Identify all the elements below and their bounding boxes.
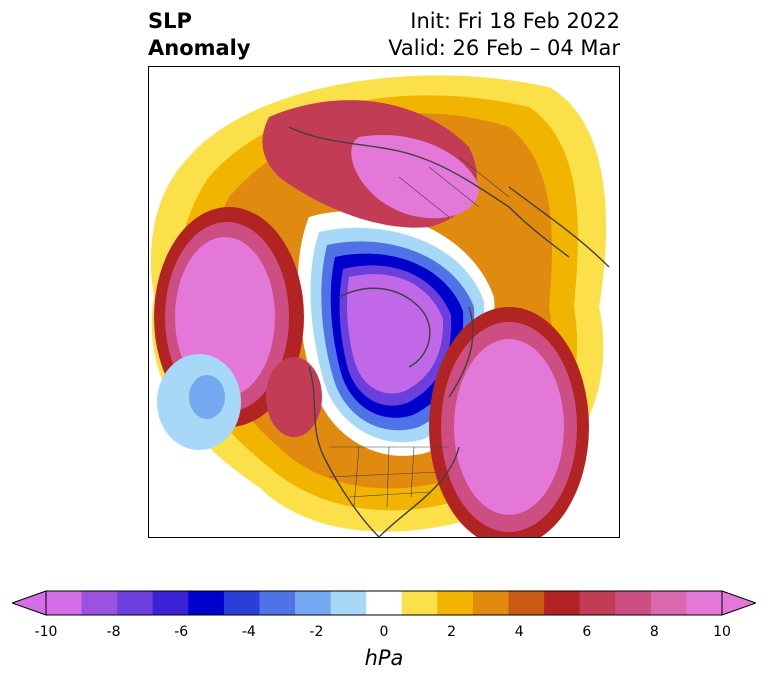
colorbar-segment [615, 591, 652, 615]
colorbar-tick-label: 10 [713, 624, 731, 640]
init-date: Init: Fri 18 Feb 2022 [410, 9, 620, 33]
colorbar-segment [472, 591, 510, 615]
colorbar-segment [579, 591, 616, 615]
title-line-2: Anomaly [148, 36, 251, 60]
colorbar-segment [223, 591, 260, 615]
colorbar-segment [686, 591, 723, 615]
colorbar-unit-label: hPa [364, 646, 404, 670]
colorbar-segment [259, 591, 296, 615]
anomaly-map[interactable] [148, 66, 620, 538]
colorbar-segment [81, 591, 118, 615]
colorbar-segment [544, 591, 581, 615]
colorbar-segment [152, 591, 189, 615]
colorbar-tick-label: -2 [309, 624, 324, 640]
negative-anomaly-polar [297, 210, 495, 456]
colorbar-segment [401, 591, 438, 615]
map-title: SLP Anomaly [148, 8, 251, 62]
colorbar-tick-label: -6 [174, 624, 189, 640]
map-canvas [150, 75, 610, 537]
colorbar-tick-label: 0 [379, 624, 389, 640]
colorbar [12, 590, 756, 616]
colorbar-tick-label: -8 [106, 624, 121, 640]
colorbar-over-arrow [721, 590, 756, 616]
colorbar-segment [437, 591, 474, 615]
title-line-1: SLP [148, 9, 192, 33]
colorbar-tick-label: 8 [649, 624, 659, 640]
colorbar-tick-label: -4 [241, 624, 256, 640]
colorbar-under-arrow [12, 590, 47, 616]
colorbar-tick-label: 6 [582, 624, 592, 640]
colorbar-segment [46, 591, 83, 615]
colorbar-segment [295, 591, 332, 615]
colorbar-segment [650, 591, 687, 615]
country-borders [328, 156, 510, 508]
colorbar-tick-label: 2 [447, 624, 457, 640]
weak-negative-pacific [157, 354, 241, 450]
colorbar-segment [117, 591, 154, 615]
colorbar-segments [45, 590, 723, 616]
colorbar-segment [330, 591, 367, 615]
colorbar-segment [188, 591, 225, 615]
colorbar-segment [508, 591, 545, 615]
coastlines [288, 126, 610, 537]
positive-anomaly-centers [154, 100, 589, 537]
colorbar-segment [366, 591, 403, 615]
forecast-dates: Init: Fri 18 Feb 2022 Valid: 26 Feb – 04… [388, 8, 620, 62]
valid-date-range: Valid: 26 Feb – 04 Mar [388, 36, 620, 60]
colorbar-tick-label: 4 [514, 624, 524, 640]
colorbar-tick-label: -10 [34, 624, 58, 640]
